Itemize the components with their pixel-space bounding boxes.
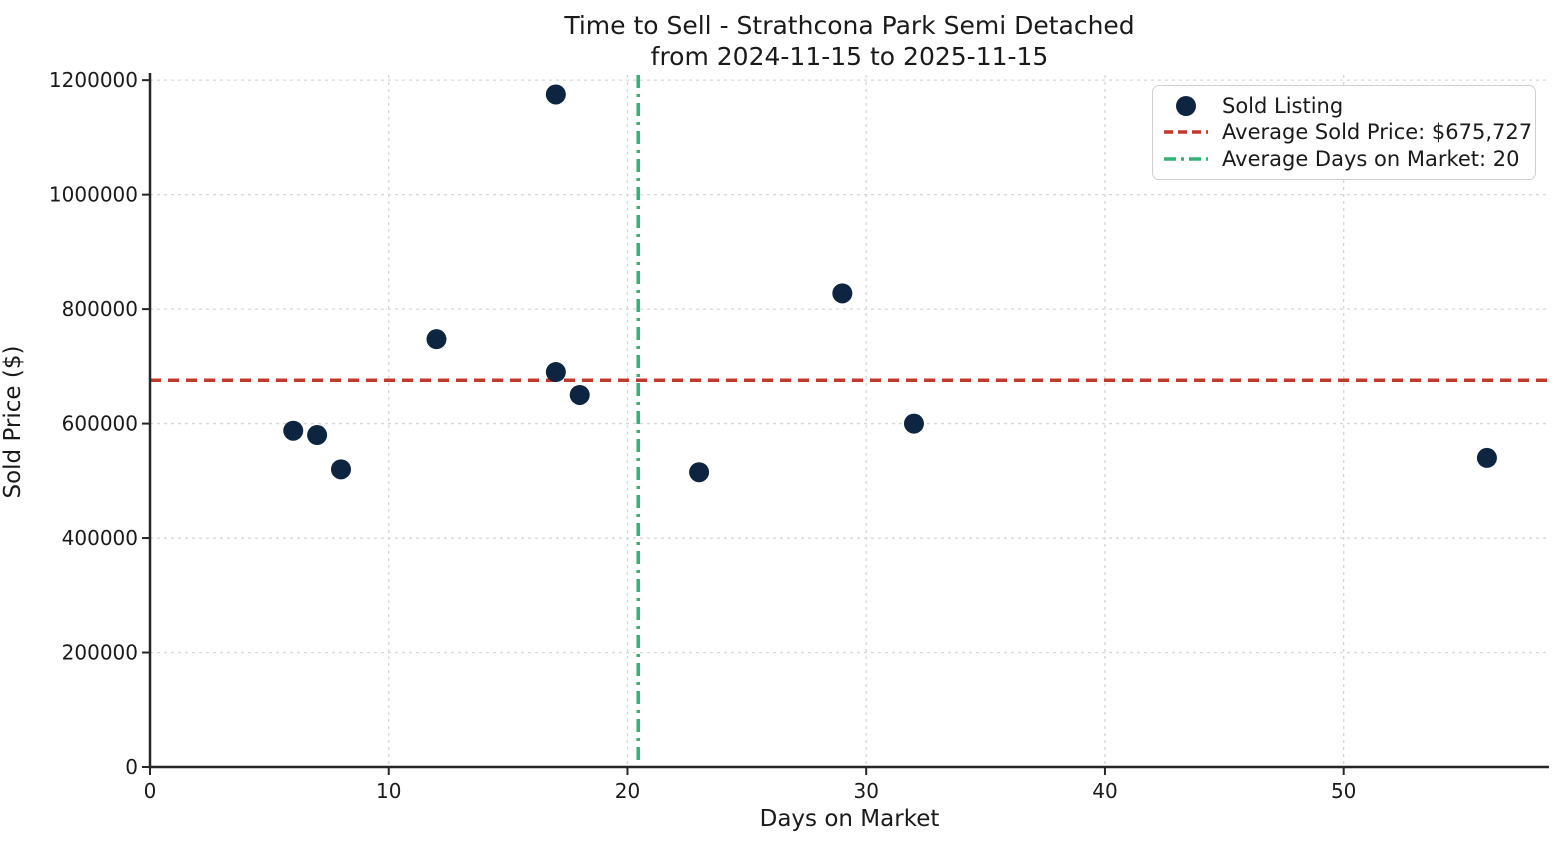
y-tick-label: 1000000 — [49, 183, 138, 207]
legend-item-sold-listing: Sold Listing — [1163, 93, 1525, 119]
y-tick-label: 200000 — [62, 641, 138, 665]
sold-listing-dot-icon — [1176, 96, 1196, 117]
y-tick-label: 600000 — [62, 412, 138, 436]
y-tick-label: 1200000 — [49, 68, 138, 92]
legend-item-average-days: Average Days on Market: 20 — [1163, 146, 1525, 172]
scatter-point — [1476, 447, 1497, 468]
legend-label: Sold Listing — [1222, 94, 1344, 119]
x-tick-label: 10 — [376, 779, 401, 803]
x-tick-label: 40 — [1092, 779, 1117, 803]
scatter-point — [832, 283, 853, 304]
scatter-point — [330, 459, 351, 480]
scatter-point — [689, 462, 710, 483]
scatter-point — [903, 413, 924, 434]
x-tick-label: 30 — [853, 779, 878, 803]
legend: Sold Listing Average Sold Price: $675,72… — [1152, 85, 1536, 180]
scatter-point — [545, 84, 566, 105]
x-tick-label: 20 — [615, 779, 640, 803]
x-tick-label: 50 — [1331, 779, 1356, 803]
scatter-point — [426, 329, 447, 350]
y-tick-label: 0 — [125, 755, 138, 779]
legend-label: Average Sold Price: $675,727 — [1222, 120, 1533, 145]
chart-title: Time to Sell - Strathcona Park Semi Deta… — [150, 10, 1549, 72]
chart-title-line2: from 2024-11-15 to 2025-11-15 — [650, 42, 1049, 71]
x-axis-label: Days on Market — [759, 806, 940, 832]
y-axis-label: Sold Price ($) — [0, 345, 26, 499]
y-tick-label: 400000 — [62, 526, 138, 550]
scatter-point — [307, 425, 328, 446]
scatter-point — [569, 384, 590, 405]
y-tick-label: 800000 — [62, 297, 138, 321]
scatter-point — [545, 362, 566, 383]
dashdot-line-icon — [1164, 157, 1208, 161]
scatter-point — [283, 420, 304, 441]
legend-item-average-sold-price: Average Sold Price: $675,727 — [1163, 119, 1532, 145]
x-tick-label: 0 — [144, 779, 157, 803]
legend-label: Average Days on Market: 20 — [1222, 146, 1520, 171]
chart-title-line1: Time to Sell - Strathcona Park Semi Deta… — [564, 11, 1135, 40]
dashed-line-icon — [1164, 130, 1208, 135]
